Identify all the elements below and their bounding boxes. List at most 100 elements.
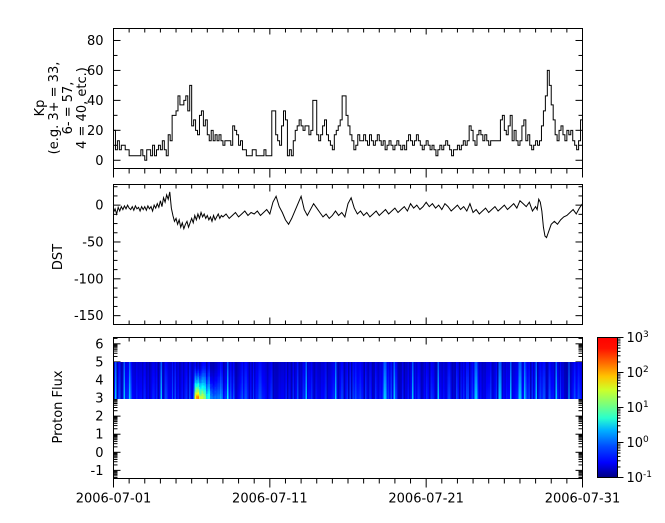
dst-plot-frame [113, 184, 583, 325]
heatmap-cell [228, 364, 231, 367]
heatmap-cell [222, 375, 226, 378]
heatmap-cell [370, 370, 373, 373]
heatmap-cell [279, 382, 282, 385]
heatmap-cell [309, 381, 312, 384]
heatmap-cell [372, 381, 375, 384]
heatmap-cell [177, 382, 180, 385]
heatmap-cell [251, 364, 254, 367]
heatmap-cell [210, 375, 213, 378]
heatmap-cell [123, 389, 126, 392]
heatmap-cell [161, 363, 164, 366]
heatmap-cell [306, 386, 309, 390]
kp-ytick-label: 20 [87, 124, 104, 139]
heatmap-cell [191, 396, 194, 399]
heatmap-cell [268, 377, 271, 380]
heatmap-cell [164, 388, 167, 391]
heatmap-cell [343, 378, 346, 381]
heatmap-cell [129, 373, 132, 376]
heatmap-cell [362, 384, 365, 387]
heatmap-cell [264, 370, 267, 373]
heatmap-cell [247, 393, 250, 396]
heatmap-cell [266, 395, 270, 398]
heatmap-cell [366, 393, 369, 396]
heatmap-cell [301, 392, 304, 395]
heatmap-cell [322, 395, 325, 398]
heatmap-cell [225, 382, 228, 385]
heatmap-cell [171, 386, 174, 390]
heatmap-cell [153, 378, 156, 381]
heatmap-cell [150, 373, 153, 376]
heatmap-cell [227, 396, 230, 399]
heatmap-cell [143, 384, 146, 387]
heatmap-cell [352, 385, 355, 388]
heatmap-cell [340, 382, 344, 385]
heatmap-cell [376, 384, 379, 387]
heatmap-cell [160, 368, 163, 371]
heatmap-cell [264, 378, 267, 381]
heatmap-cell [166, 389, 169, 392]
heatmap-cell [222, 373, 226, 376]
heatmap-cell [176, 391, 179, 394]
heatmap-cell [325, 370, 328, 373]
heatmap-cell [130, 393, 133, 396]
heatmap-cell [171, 367, 174, 370]
heatmap-cell [333, 377, 336, 380]
heatmap-cell [259, 379, 262, 383]
heatmap-cell [292, 377, 295, 380]
heatmap-cell [321, 363, 324, 366]
heatmap-cell [352, 374, 355, 377]
heatmap-cell [259, 371, 262, 374]
heatmap-cell [328, 386, 331, 390]
heatmap-cell [380, 393, 383, 396]
heatmap-cell [296, 396, 299, 399]
heatmap-cell [241, 396, 244, 399]
heatmap-cell [328, 393, 331, 396]
heatmap-cell [222, 378, 226, 381]
heatmap-cell [255, 385, 258, 388]
heatmap-cell [217, 370, 220, 373]
heatmap-cell [296, 377, 299, 380]
heatmap-cell [163, 363, 166, 366]
heatmap-cell [352, 368, 355, 371]
heatmap-cell [365, 391, 368, 394]
heatmap-cell [127, 386, 130, 390]
heatmap-cell [187, 395, 190, 398]
heatmap-cell [321, 392, 324, 395]
heatmap-cell [190, 373, 193, 376]
kp-ytick-label: 0 [95, 154, 103, 169]
heatmap-cell [214, 396, 217, 399]
heatmap-cell [338, 364, 341, 367]
heatmap-cell [173, 382, 176, 385]
heatmap-cell [225, 371, 228, 374]
heatmap-cell [369, 391, 372, 394]
heatmap-cell [247, 385, 250, 388]
heatmap-cell [224, 393, 227, 396]
heatmap-cell [360, 393, 363, 396]
heatmap-cell [183, 363, 186, 366]
heatmap-cell [237, 392, 240, 395]
heatmap-cell [248, 389, 251, 392]
heatmap-cell [146, 363, 149, 366]
heatmap-cell [134, 384, 137, 387]
heatmap-cell [348, 370, 351, 373]
heatmap-cell [158, 378, 162, 381]
heatmap-cell [163, 373, 166, 376]
heatmap-cell [166, 371, 169, 374]
heatmap-cell [306, 367, 309, 370]
heatmap-cell [271, 388, 274, 391]
heatmap-cell [349, 389, 352, 392]
heatmap-cell [296, 378, 299, 381]
heatmap-cell [247, 368, 250, 371]
heatmap-cell [244, 364, 247, 367]
heatmap-cell [336, 395, 339, 398]
heatmap-cell [191, 384, 194, 387]
heatmap-cell [146, 361, 149, 364]
heatmap-cell [237, 384, 240, 387]
heatmap-cell [195, 377, 199, 380]
heatmap-cell [285, 378, 288, 381]
heatmap-cell [288, 381, 291, 384]
heatmap-cell [249, 377, 253, 380]
heatmap-cell [369, 378, 372, 381]
heatmap-cell [262, 368, 265, 371]
heatmap-cell [235, 395, 238, 398]
